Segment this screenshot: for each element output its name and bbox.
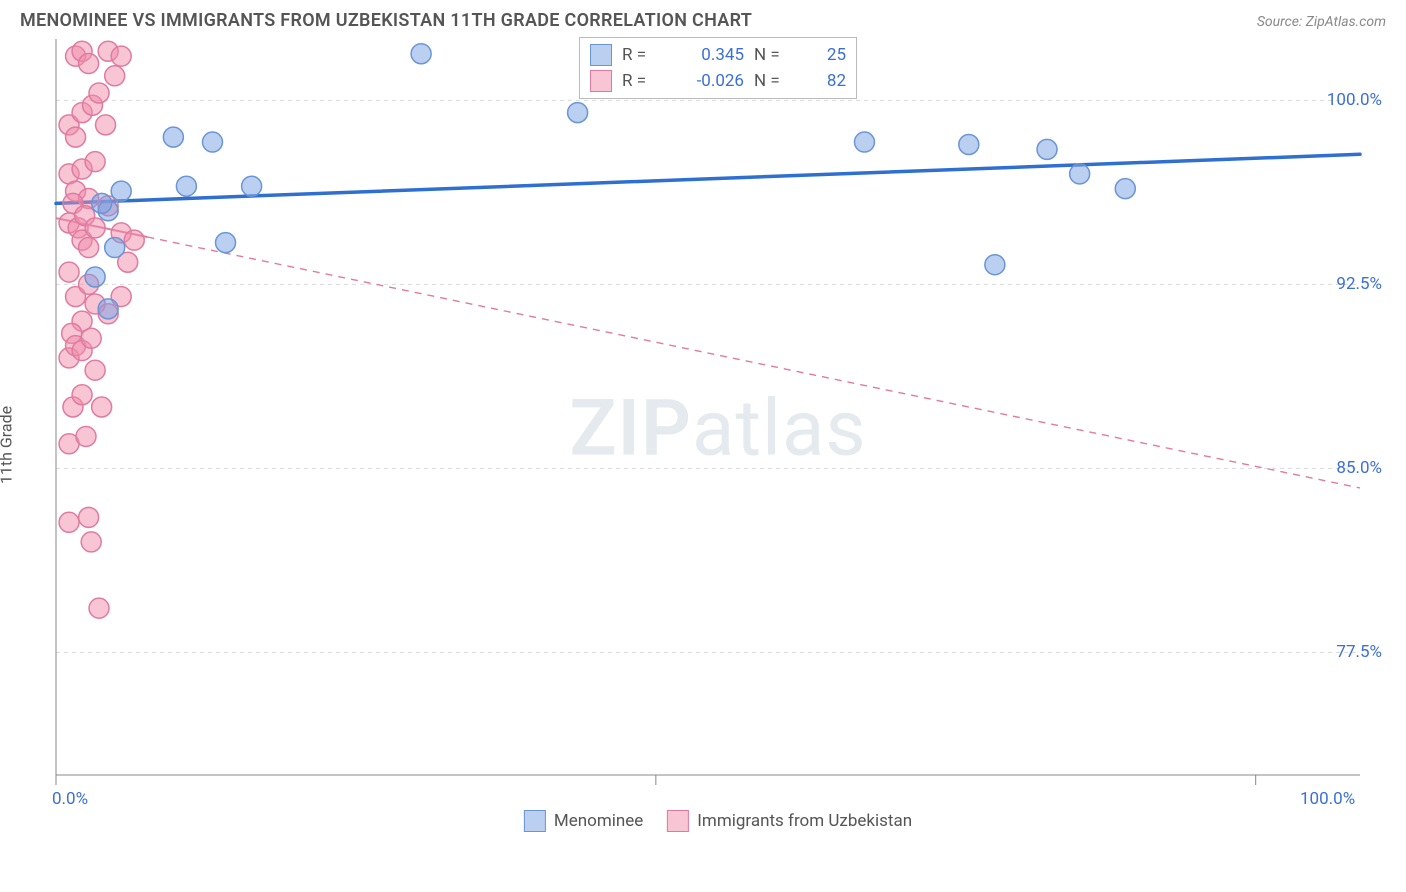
y-tick-label: 77.5% — [1336, 642, 1386, 662]
point-series-b — [59, 512, 79, 532]
x-tick-max: 100.0% — [1300, 789, 1355, 809]
legend-swatch — [590, 44, 612, 66]
legend-label: Menominee — [554, 811, 643, 831]
legend-r-label: R = — [622, 71, 664, 91]
legend-r-value: -0.026 — [674, 71, 744, 91]
point-series-b — [79, 54, 99, 74]
point-series-b — [81, 532, 101, 552]
point-series-b — [85, 218, 105, 238]
point-series-a — [85, 267, 105, 287]
legend-stat-row: R = 0.345 N = 25 — [590, 42, 846, 68]
legend-n-value: 25 — [806, 45, 846, 65]
point-series-a — [1070, 164, 1090, 184]
y-tick-label: 92.5% — [1336, 274, 1386, 294]
chart-area: 11th Grade ZIPatlas R =0.345N =25R =-0.0… — [50, 35, 1386, 855]
point-series-b — [76, 426, 96, 446]
point-series-b — [72, 385, 92, 405]
legend-stat-row: R = -0.026 N = 82 — [590, 68, 846, 94]
point-series-b — [96, 115, 116, 135]
legend-item: Immigrants from Uzbekistan — [667, 810, 912, 832]
series-legend: Menominee Immigrants from Uzbekistan — [524, 787, 912, 855]
point-series-a — [568, 103, 588, 123]
point-series-b — [85, 360, 105, 380]
point-series-a — [242, 176, 262, 196]
legend-swatch — [590, 70, 612, 92]
point-series-a — [98, 299, 118, 319]
point-series-b — [124, 230, 144, 250]
legend-label: Immigrants from Uzbekistan — [697, 811, 912, 831]
legend-r-label: R = — [622, 45, 664, 65]
point-series-b — [105, 66, 125, 86]
legend-n-label: N = — [754, 45, 796, 65]
chart-title: MENOMINEE VS IMMIGRANTS FROM UZBEKISTAN … — [20, 10, 752, 31]
scatter-plot — [50, 35, 1366, 805]
point-series-a — [216, 233, 236, 253]
point-series-a — [411, 44, 431, 64]
point-series-b — [59, 262, 79, 282]
legend-item: Menominee — [524, 810, 643, 832]
point-series-b — [81, 328, 101, 348]
point-series-b — [89, 598, 109, 618]
point-series-a — [105, 238, 125, 258]
point-series-a — [985, 255, 1005, 275]
point-series-b — [92, 397, 112, 417]
correlation-legend: R = 0.345 N = 25 R = -0.026 N = 82 — [579, 37, 857, 99]
point-series-a — [959, 134, 979, 154]
point-series-a — [176, 176, 196, 196]
legend-n-label: N = — [754, 71, 796, 91]
legend-swatch — [524, 810, 546, 832]
x-tick-min: 0.0% — [52, 789, 88, 809]
legend-n-value: 82 — [806, 71, 846, 91]
point-series-b — [85, 152, 105, 172]
point-series-a — [202, 132, 222, 152]
point-series-b — [66, 127, 86, 147]
point-series-a — [1037, 139, 1057, 159]
point-series-a — [854, 132, 874, 152]
legend-r-value: 0.345 — [674, 45, 744, 65]
source-label: Source: ZipAtlas.com — [1257, 14, 1386, 30]
point-series-a — [111, 181, 131, 201]
point-series-b — [89, 83, 109, 103]
point-series-b — [79, 507, 99, 527]
point-series-a — [163, 127, 183, 147]
point-series-b — [111, 46, 131, 66]
y-tick-label: 85.0% — [1336, 458, 1386, 478]
legend-swatch — [667, 810, 689, 832]
point-series-a — [92, 193, 112, 213]
point-series-a — [1115, 179, 1135, 199]
point-series-b — [79, 238, 99, 258]
y-tick-label: 100.0% — [1327, 90, 1386, 110]
y-axis-label: 11th Grade — [0, 406, 16, 484]
